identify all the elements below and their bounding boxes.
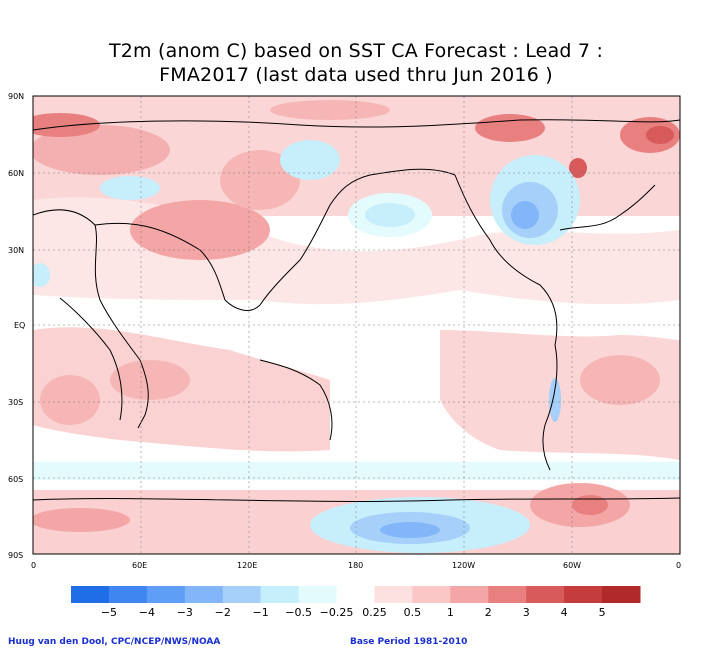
credit-author: Huug van den Dool, CPC/NCEP/NWS/NOAA — [8, 637, 221, 647]
colorbar-label: 5 — [599, 606, 606, 619]
credit-base-period: Base Period 1981-2010 — [350, 637, 468, 647]
lat-label: 60S — [8, 475, 23, 484]
colorbar-label: 3 — [523, 606, 530, 619]
lon-label: 0 — [31, 561, 36, 570]
colorbar-label: −5 — [101, 606, 117, 619]
colorbar-swatch — [336, 586, 375, 603]
colorbar-swatch — [602, 586, 641, 603]
colorbar-label: −2 — [215, 606, 231, 619]
colorbar-label: 1 — [447, 606, 454, 619]
colorbar-label: −1 — [253, 606, 269, 619]
colorbar-labels: −5 −4 −3 −2 −1 −0.5 −0.25 0.25 0.5 1 2 3 4 5 — [101, 606, 606, 619]
lon-label: 120W — [452, 561, 475, 570]
colorbar-label: −4 — [139, 606, 155, 619]
colorbar-swatch — [260, 586, 300, 603]
colorbar-swatch — [374, 586, 413, 603]
colorbar-label: −0.5 — [285, 606, 312, 619]
lon-label: 60E — [132, 561, 147, 570]
colorbar-swatch — [298, 586, 338, 603]
lat-label: 90N — [8, 92, 24, 101]
colorbar-label: −3 — [177, 606, 193, 619]
colorbar-swatch — [184, 586, 224, 603]
lon-label: 60W — [563, 561, 581, 570]
colorbar-label: 2 — [485, 606, 492, 619]
colorbar-label: 0.25 — [362, 606, 387, 619]
colorbar-swatch — [488, 586, 527, 603]
longitude-labels: 0 60E 120E 180 120W 60W 0 — [31, 561, 681, 570]
colorbar-swatch — [564, 586, 603, 603]
lat-label: 30S — [8, 398, 23, 407]
map-frame — [32, 95, 681, 555]
colorbar — [71, 586, 641, 603]
latitude-labels: 90N 60N 30N EQ 30S 60S 90S — [8, 92, 25, 560]
map-title-line2: FMA2017 (last data used thru Jun 2016 ) — [159, 64, 553, 86]
colorbar-swatch — [71, 586, 110, 603]
colorbar-swatch — [146, 586, 186, 603]
lat-label: 60N — [8, 169, 24, 178]
colorbar-label: −0.25 — [320, 606, 354, 619]
coastlines — [33, 119, 680, 502]
lon-label: 0 — [676, 561, 681, 570]
lat-label: EQ — [14, 321, 25, 330]
colorbar-label: 4 — [561, 606, 568, 619]
lon-label: 120E — [237, 561, 257, 570]
colorbar-swatch — [526, 586, 565, 603]
colorbar-swatch — [222, 586, 262, 603]
lon-label: 180 — [348, 561, 363, 570]
map-field — [33, 96, 680, 554]
colorbar-swatch — [108, 586, 148, 603]
lat-label: 30N — [8, 246, 24, 255]
colorbar-swatch — [412, 586, 451, 603]
colorbar-label: 0.5 — [404, 606, 422, 619]
colorbar-swatch — [450, 586, 489, 603]
map-title-line1: T2m (anom C) based on SST CA Forecast : … — [108, 40, 604, 62]
graticule — [33, 96, 680, 554]
lat-label: 90S — [8, 551, 23, 560]
